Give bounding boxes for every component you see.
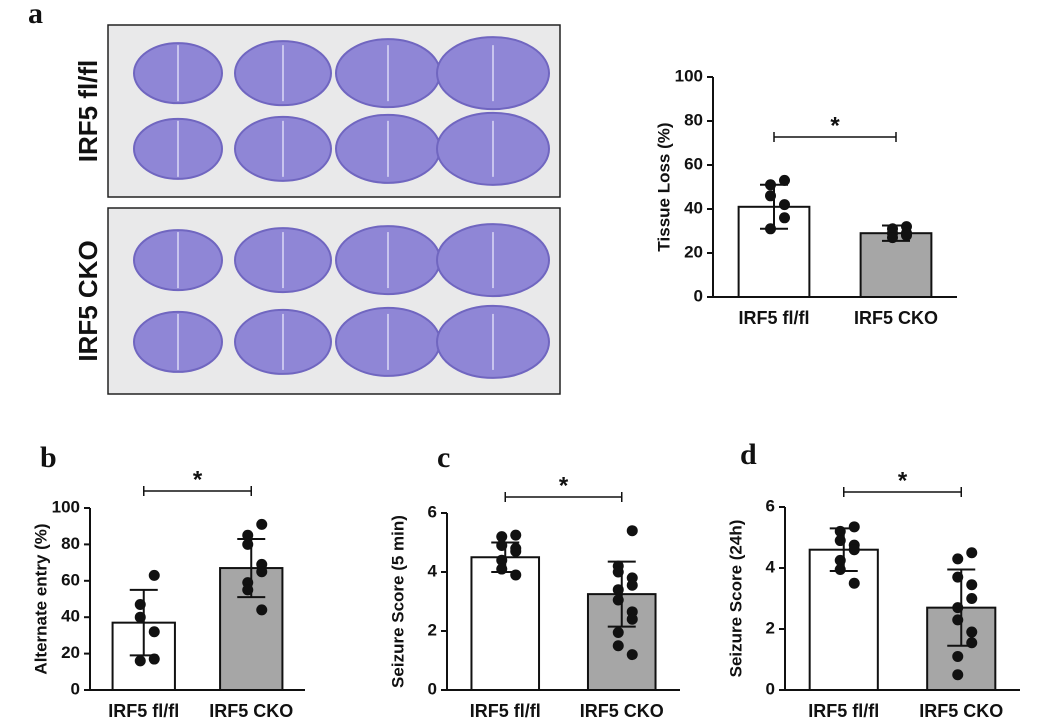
data-point [148, 569, 160, 581]
data-point [256, 518, 268, 530]
data-point [952, 553, 964, 565]
y-tick-label: 6 [428, 502, 437, 521]
data-point [242, 584, 254, 596]
y-tick-label: 100 [675, 66, 703, 85]
data-point [510, 569, 522, 581]
panel-letter: a [28, 0, 43, 30]
data-point [612, 640, 624, 652]
y-tick-label: 20 [61, 643, 80, 662]
data-point [134, 655, 146, 667]
data-point [779, 174, 790, 186]
x-tick-label: IRF5 CKO [209, 701, 293, 721]
y-tick-label: 100 [52, 497, 80, 516]
data-point [626, 579, 638, 591]
data-point [966, 637, 978, 649]
x-tick-label: IRF5 CKO [580, 701, 664, 721]
y-tick-label: 20 [684, 242, 703, 261]
y-tick-label: 4 [428, 561, 438, 580]
significance-label: * [830, 112, 840, 139]
y-tick-label: 80 [684, 110, 703, 129]
data-point [952, 650, 964, 662]
data-point [612, 566, 624, 578]
panel-letter: d [740, 438, 757, 471]
data-point [134, 598, 146, 610]
data-point [952, 571, 964, 583]
significance-label: * [559, 472, 569, 499]
bar [470, 556, 541, 691]
data-point [256, 604, 268, 616]
y-axis-label: Tissue Loss (%) [654, 122, 673, 251]
data-point [626, 649, 638, 661]
data-point [612, 584, 624, 596]
y-tick-label: 40 [684, 198, 703, 217]
data-point [966, 593, 978, 604]
data-point [765, 223, 776, 235]
data-point [848, 544, 860, 556]
y-tick-label: 0 [766, 679, 775, 698]
y-tick-label: 2 [766, 618, 775, 637]
y-tick-label: 4 [766, 557, 776, 576]
data-point [834, 525, 846, 537]
y-tick-label: 0 [694, 286, 703, 305]
image-label: IRF5 fl/fl [73, 60, 103, 163]
y-tick-label: 60 [684, 154, 703, 173]
data-point [765, 190, 776, 202]
significance-label: * [193, 466, 203, 493]
data-point [765, 179, 776, 191]
bar [859, 232, 933, 298]
data-point [626, 613, 638, 625]
panel-letter: c [437, 441, 450, 474]
data-point [148, 653, 160, 665]
significance-label: * [898, 467, 908, 494]
data-point [626, 525, 638, 537]
data-point [496, 531, 508, 543]
y-tick-label: 0 [428, 679, 437, 698]
y-axis-label: Alternate entry (%) [31, 523, 50, 674]
data-point [612, 594, 624, 606]
y-axis-label: Seizure Score (24h) [726, 520, 745, 678]
y-tick-label: 40 [61, 607, 80, 626]
data-point [952, 669, 964, 681]
x-tick-label: IRF5 CKO [919, 701, 1003, 721]
data-point [148, 626, 160, 638]
y-tick-label: 60 [61, 570, 80, 589]
data-point [966, 547, 978, 559]
x-tick-label: IRF5 fl/fl [739, 308, 810, 328]
data-point [834, 535, 846, 547]
y-tick-label: 6 [766, 496, 775, 515]
data-point [834, 554, 846, 566]
y-tick-label: 2 [428, 620, 437, 639]
panel-letter: b [40, 441, 57, 474]
data-point [834, 564, 846, 576]
data-point [496, 539, 508, 551]
data-point [134, 611, 146, 623]
x-tick-label: IRF5 fl/fl [808, 701, 879, 721]
y-tick-label: 80 [61, 534, 80, 553]
data-point [496, 554, 508, 566]
data-point [848, 521, 860, 533]
x-tick-label: IRF5 fl/fl [108, 701, 179, 721]
x-tick-label: IRF5 fl/fl [470, 701, 541, 721]
data-point [952, 614, 964, 626]
data-point [779, 199, 790, 211]
y-axis-label: Seizure Score (5 min) [388, 515, 407, 688]
data-point [510, 545, 522, 557]
data-point [496, 563, 508, 575]
data-point [242, 538, 254, 550]
data-point [966, 626, 978, 638]
x-tick-label: IRF5 CKO [854, 308, 938, 328]
data-point [510, 529, 522, 541]
data-point [887, 232, 898, 244]
image-label: IRF5 CKO [73, 240, 103, 361]
data-point [848, 577, 860, 589]
data-point [242, 529, 254, 541]
y-tick-label: 0 [71, 679, 80, 698]
data-point [779, 212, 790, 224]
data-point [901, 229, 912, 241]
data-point [256, 566, 268, 578]
data-point [952, 602, 964, 614]
data-point [966, 579, 978, 591]
data-point [612, 626, 624, 638]
